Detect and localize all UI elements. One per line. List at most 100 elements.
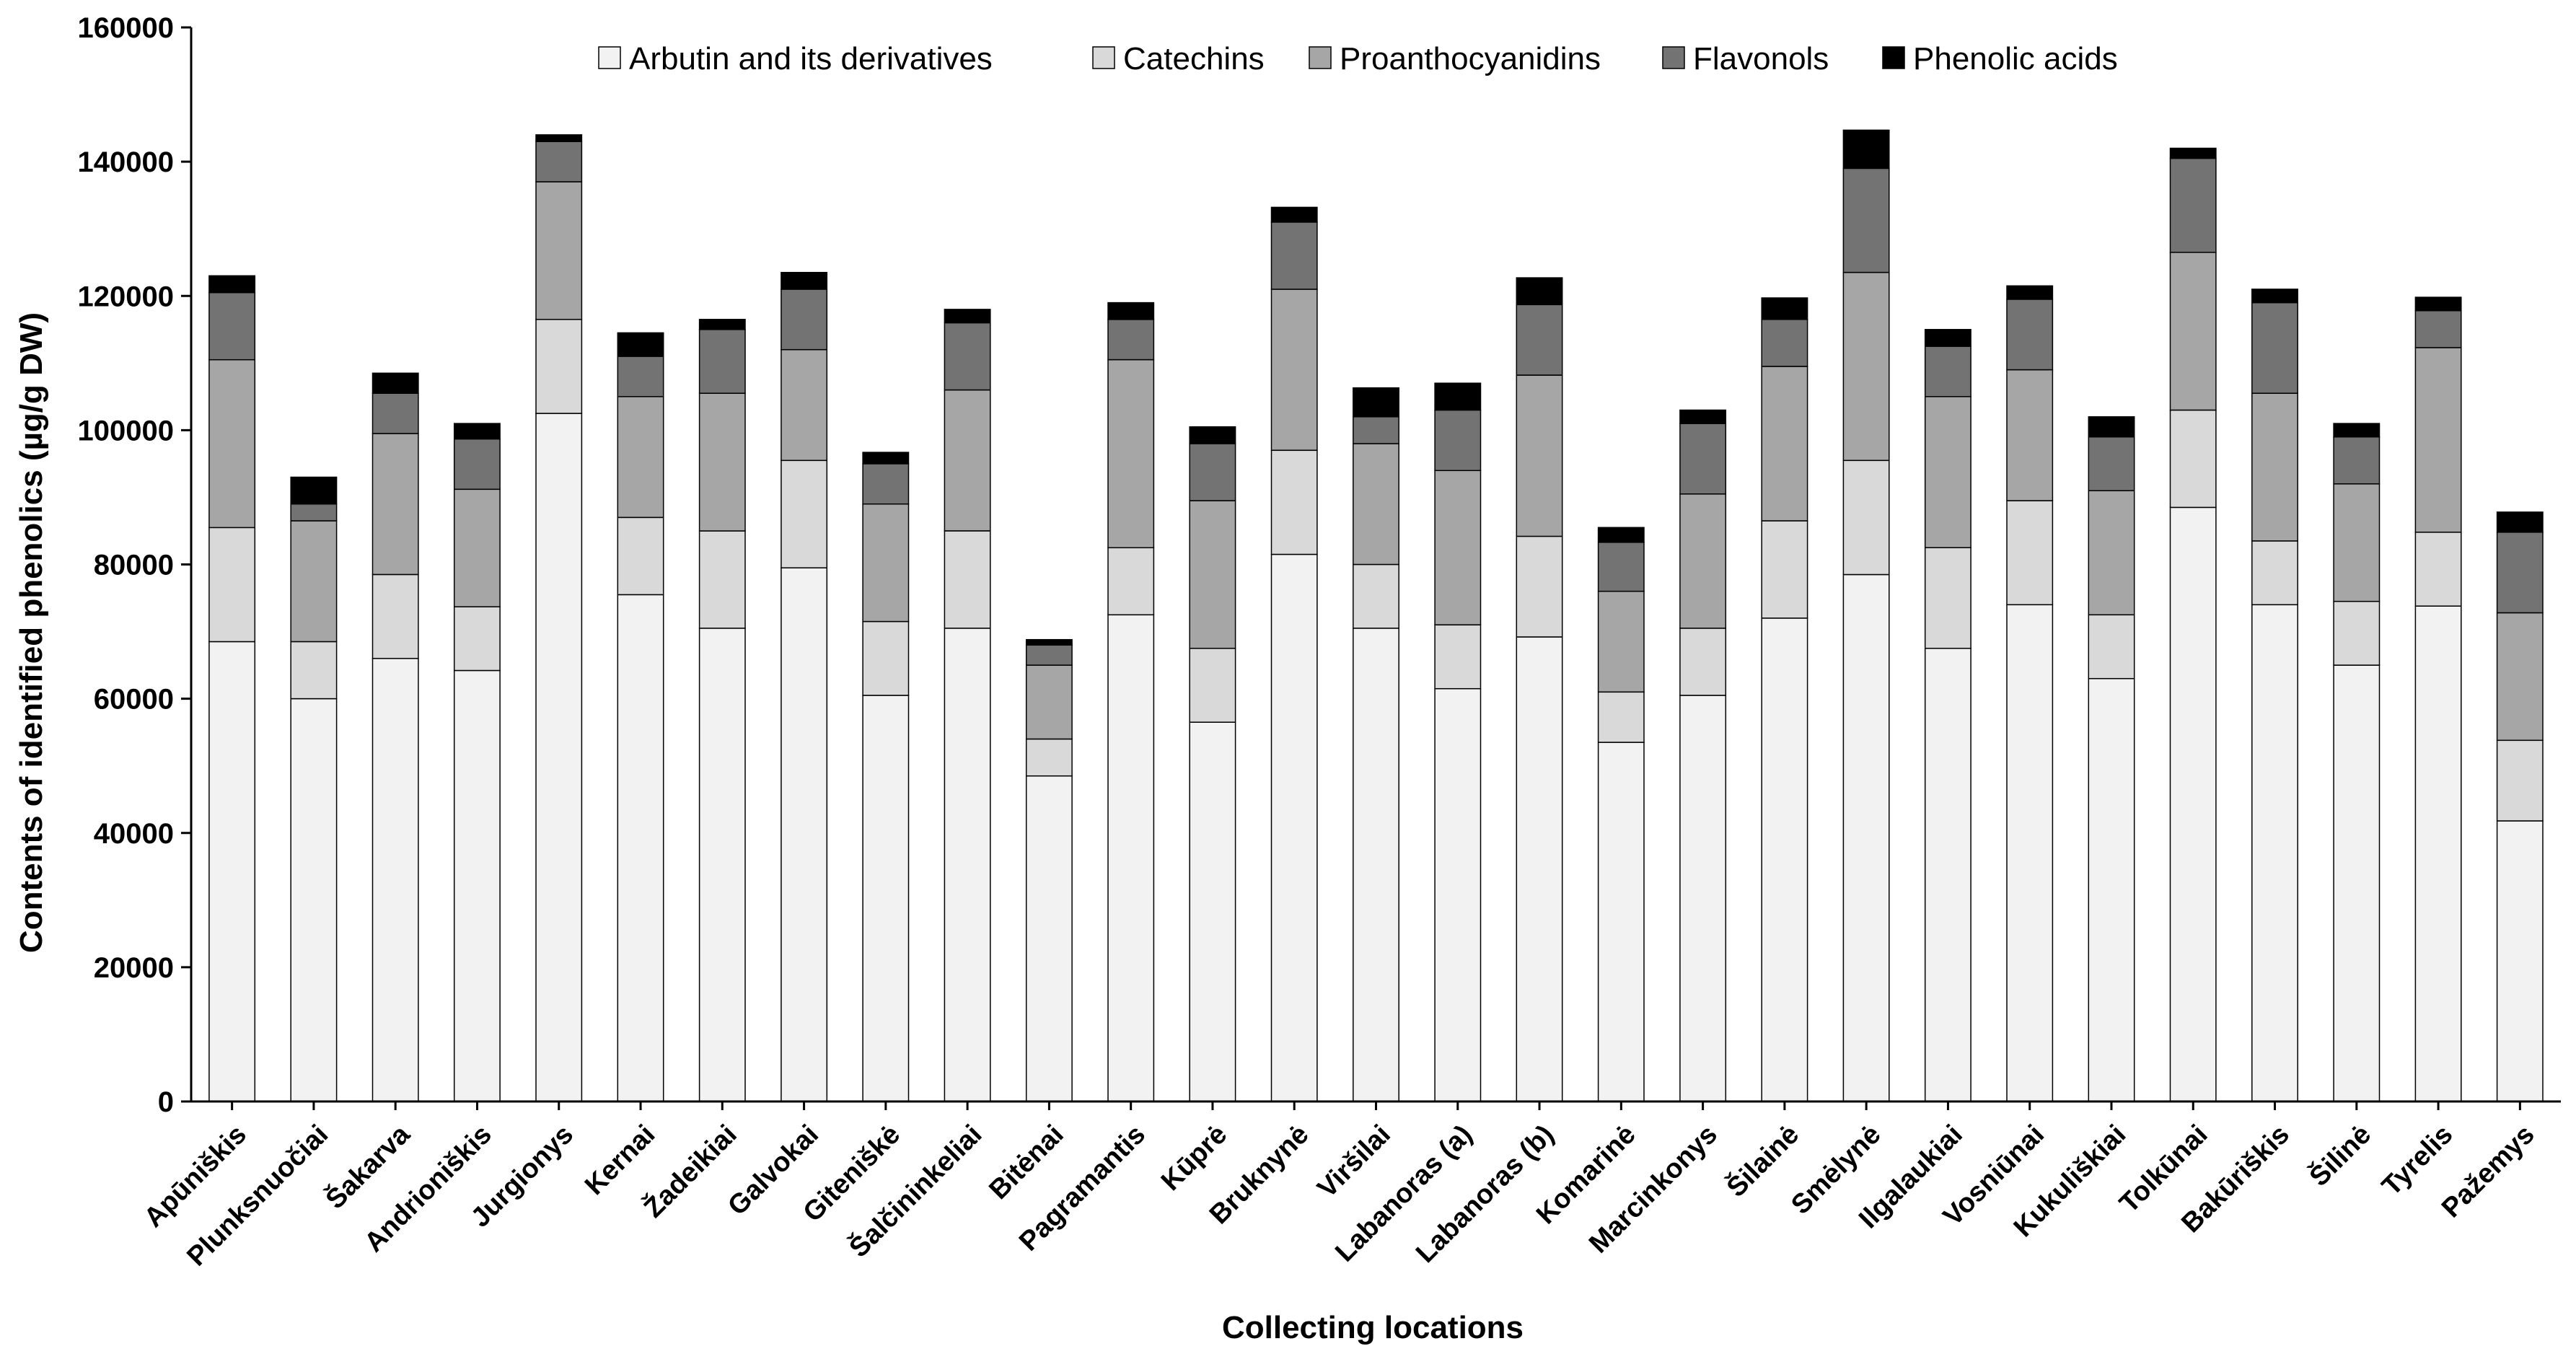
legend-swatch-4 xyxy=(1662,46,1685,69)
legend-label-3: Proanthocyanidins xyxy=(1340,41,1601,76)
bar-segment-4-9 xyxy=(862,463,910,505)
bar-segment-1-11 xyxy=(1025,775,1073,1102)
bar-segment-5-13 xyxy=(1189,426,1236,444)
bar-segment-4-11 xyxy=(1025,644,1073,666)
bar-segment-2-18 xyxy=(1597,691,1645,743)
bar-segment-3-11 xyxy=(1025,664,1073,740)
bar-segment-1-17 xyxy=(1516,636,1563,1102)
bar-segment-2-23 xyxy=(2006,500,2054,606)
bar-segment-4-4 xyxy=(453,438,501,491)
bar-segment-2-29 xyxy=(2496,739,2544,822)
x-tick-label: Kūprė xyxy=(1156,1120,1233,1197)
bar-segment-4-17 xyxy=(1516,304,1563,376)
bar-segment-1-25 xyxy=(2169,506,2217,1102)
bar-segment-5-2 xyxy=(290,476,338,505)
bar-segment-1-28 xyxy=(2414,605,2462,1102)
bar-segment-4-23 xyxy=(2006,299,2054,371)
bar-segment-4-26 xyxy=(2251,302,2298,394)
bar-segment-2-6 xyxy=(617,516,664,596)
bar-segment-3-25 xyxy=(2169,252,2217,411)
bar-segment-3-2 xyxy=(290,520,338,643)
bar-segment-5-21 xyxy=(1842,129,1890,170)
bar-segment-4-3 xyxy=(372,392,419,434)
bar-segment-5-10 xyxy=(944,309,991,324)
bar-segment-1-24 xyxy=(2088,677,2135,1102)
bar-segment-5-15 xyxy=(1353,387,1399,418)
bar-segment-2-16 xyxy=(1434,624,1482,690)
bar-segment-3-15 xyxy=(1353,443,1399,566)
bar-segment-1-15 xyxy=(1353,628,1399,1102)
bar-segment-2-4 xyxy=(453,606,501,672)
bar-segment-1-7 xyxy=(698,628,746,1102)
bar-segment-3-6 xyxy=(617,396,664,519)
bar-segment-3-21 xyxy=(1842,271,1890,462)
bar-segment-2-19 xyxy=(1679,628,1727,696)
bar-segment-3-18 xyxy=(1597,590,1645,693)
bar-segment-1-8 xyxy=(781,567,828,1102)
legend-label-4: Flavonols xyxy=(1693,41,1829,76)
bar-segment-3-20 xyxy=(1761,366,1808,522)
bar-segment-2-22 xyxy=(1924,547,1971,649)
bar-segment-1-26 xyxy=(2251,604,2298,1102)
bar-segment-3-13 xyxy=(1189,500,1236,649)
bar-segment-5-14 xyxy=(1270,206,1318,223)
bar-segment-4-20 xyxy=(1761,319,1808,367)
bar-segment-5-4 xyxy=(453,423,501,440)
bar-segment-4-25 xyxy=(2169,157,2217,253)
bar-segment-3-27 xyxy=(2333,483,2381,602)
bar-segment-5-22 xyxy=(1924,329,1971,347)
bar-segment-2-20 xyxy=(1761,520,1808,619)
x-tick-label: Tyrelis xyxy=(2376,1120,2458,1202)
bar-segment-1-14 xyxy=(1270,553,1318,1102)
bar-segment-2-14 xyxy=(1270,449,1318,555)
bar-segment-5-26 xyxy=(2251,289,2298,304)
bar-segment-4-21 xyxy=(1842,167,1890,273)
bar-segment-3-8 xyxy=(781,348,828,462)
bar-segment-1-16 xyxy=(1434,687,1482,1102)
bar-segment-5-7 xyxy=(698,319,746,330)
bar-segment-3-23 xyxy=(2006,369,2054,501)
bar-segment-1-22 xyxy=(1924,648,1971,1102)
bar-segment-1-6 xyxy=(617,594,664,1102)
bars-layer xyxy=(208,129,2544,1102)
bar-segment-4-18 xyxy=(1597,542,1645,592)
bar-segment-2-2 xyxy=(290,641,338,700)
bar-segment-4-28 xyxy=(2414,309,2462,348)
bar-segment-4-14 xyxy=(1270,221,1318,290)
bar-segment-1-12 xyxy=(1107,614,1155,1102)
y-tick-label: 100000 xyxy=(78,415,174,447)
x-tick-label: Plunksnuočiai xyxy=(181,1120,334,1272)
bar-segment-1-5 xyxy=(535,413,583,1102)
bar-segment-2-28 xyxy=(2414,532,2462,607)
bar-segment-5-25 xyxy=(2169,147,2217,159)
bar-segment-1-27 xyxy=(2333,664,2381,1102)
bar-segment-1-2 xyxy=(290,698,338,1102)
bar-segment-4-12 xyxy=(1107,319,1155,361)
y-axis-title: Contents of identified phenolics (µg/g D… xyxy=(14,312,49,953)
x-tick-label: Šilainė xyxy=(1720,1118,1805,1203)
bar-segment-2-9 xyxy=(862,620,910,696)
x-tick-label: Labanoras (b) xyxy=(1410,1120,1560,1269)
y-tick-label: 0 xyxy=(158,1086,174,1118)
bar-segment-3-17 xyxy=(1516,374,1563,537)
bar-segment-4-10 xyxy=(944,322,991,391)
bar-segment-3-16 xyxy=(1434,470,1482,625)
bar-segment-5-11 xyxy=(1025,638,1073,646)
bar-segment-2-7 xyxy=(698,530,746,629)
bar-segment-1-23 xyxy=(2006,604,2054,1102)
bar-segment-1-20 xyxy=(1761,617,1808,1102)
bar-segment-5-17 xyxy=(1516,277,1563,306)
bar-segment-3-14 xyxy=(1270,289,1318,451)
bar-segment-2-8 xyxy=(781,459,828,568)
legend-label-5: Phenolic acids xyxy=(1913,41,2118,76)
bar-segment-4-7 xyxy=(698,329,746,394)
legend-label-1: Arbutin and its derivatives xyxy=(629,41,993,76)
bar-segment-1-21 xyxy=(1842,573,1890,1102)
bar-segment-2-11 xyxy=(1025,738,1073,777)
bar-segment-3-4 xyxy=(453,488,501,607)
bar-segment-5-23 xyxy=(2006,285,2054,300)
bar-segment-2-10 xyxy=(944,530,991,629)
bar-segment-3-1 xyxy=(208,359,256,529)
bar-segment-4-6 xyxy=(617,356,664,397)
